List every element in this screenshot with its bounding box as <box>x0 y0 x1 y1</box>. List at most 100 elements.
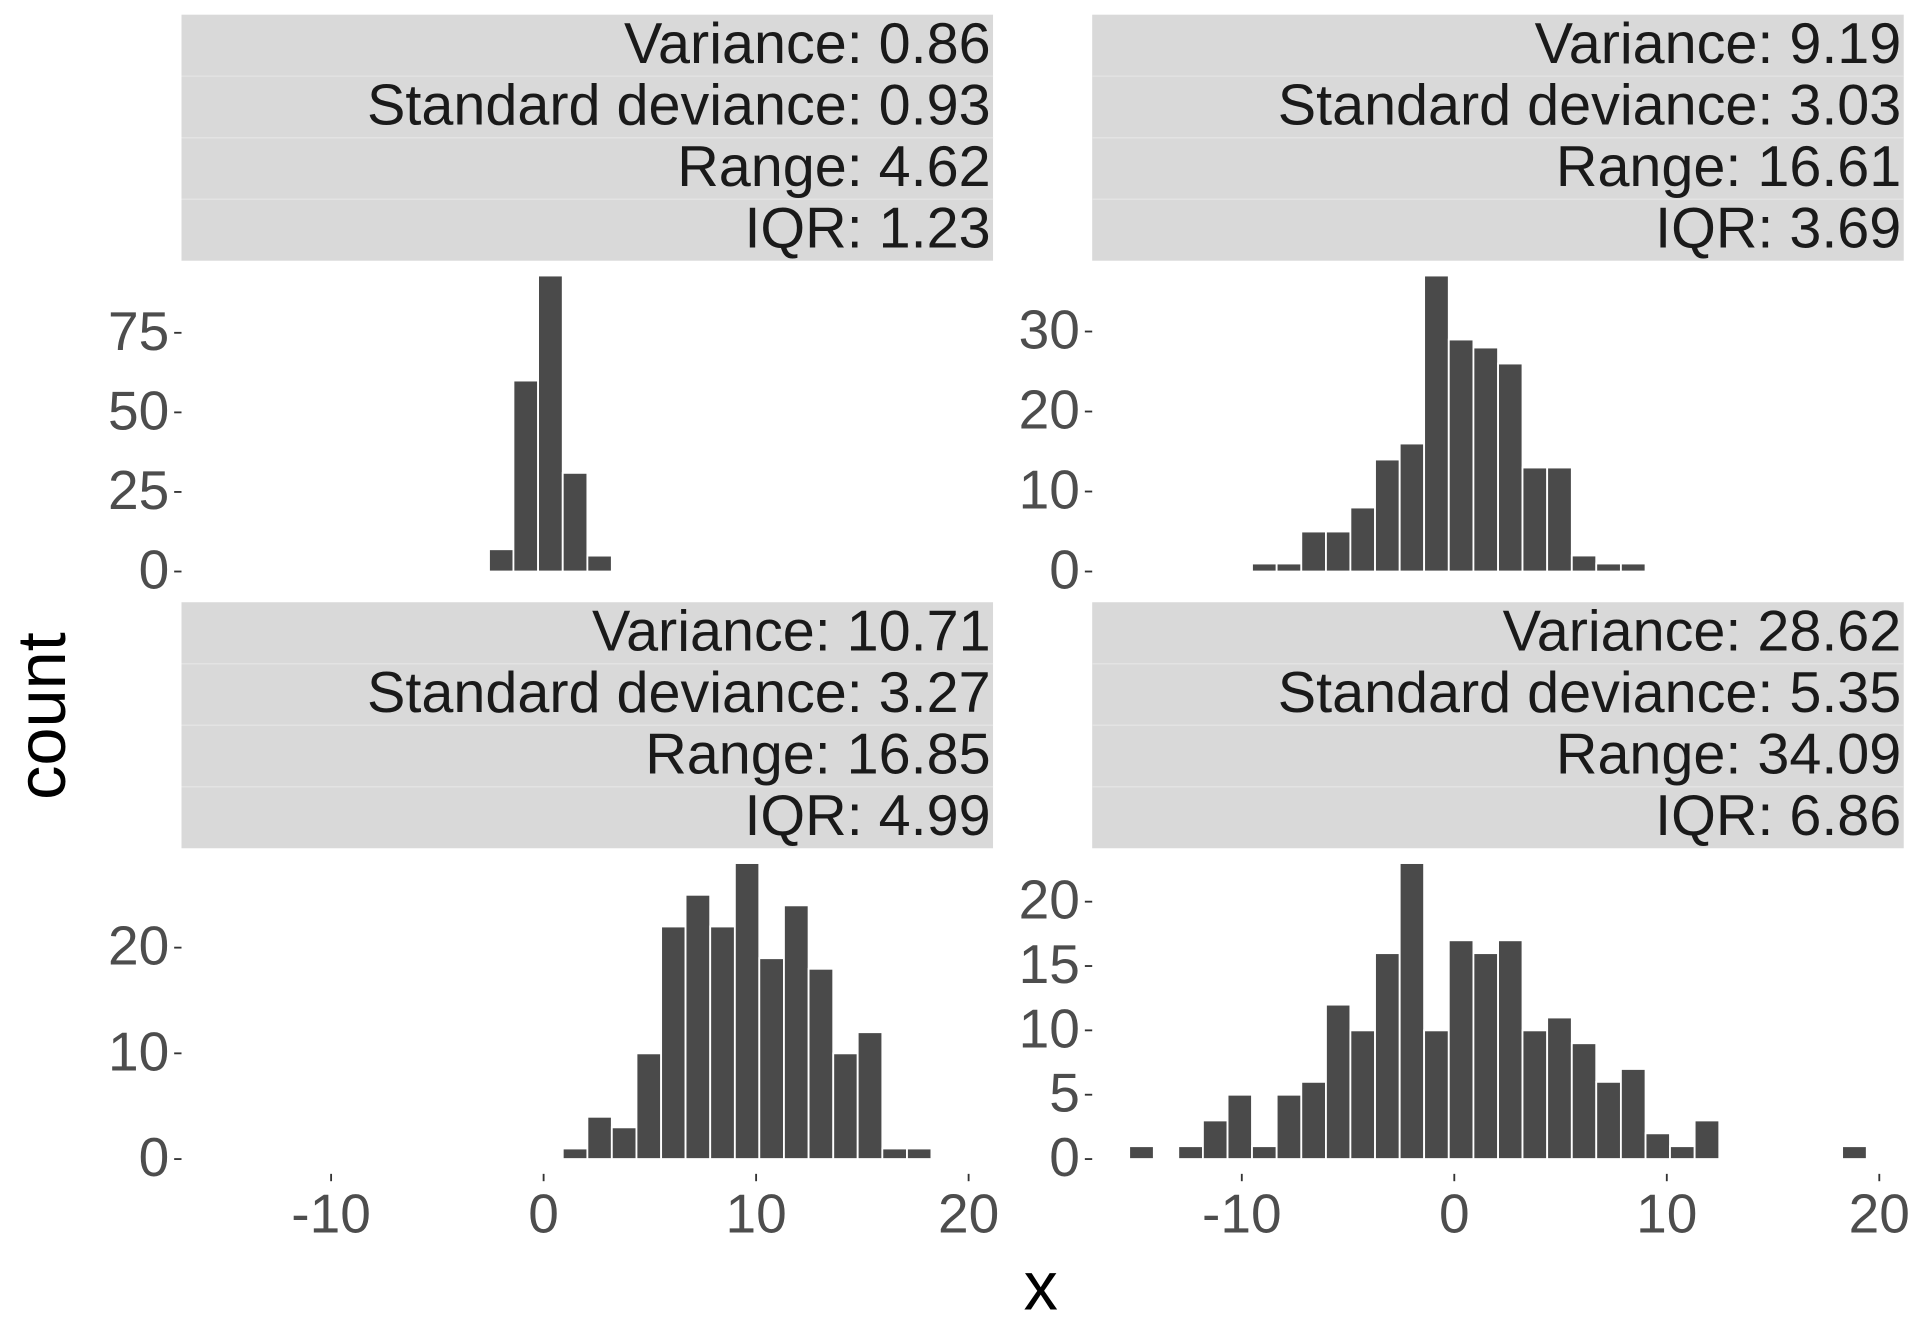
histogram-bar <box>537 274 564 573</box>
y-tick-label: 20 <box>108 915 169 977</box>
histogram-bar <box>1497 939 1524 1160</box>
x-tick-label: 0 <box>528 1182 559 1244</box>
y-tick-label: 0 <box>139 539 170 601</box>
histogram-bar <box>1275 562 1303 573</box>
histogram-bar <box>906 1147 933 1160</box>
strip-label: Range: 34.09 <box>1556 723 1901 787</box>
strip-label: IQR: 4.99 <box>744 784 990 848</box>
strip-label: Range: 16.61 <box>1556 135 1901 199</box>
histogram-bar <box>488 548 515 573</box>
histogram-bar <box>1300 1080 1327 1160</box>
x-tick-label: 20 <box>938 1182 999 1244</box>
strip-background <box>1092 602 1904 664</box>
strip-background <box>1092 199 1904 261</box>
strip-label: Variance: 0.86 <box>624 12 991 76</box>
histogram-bar <box>1841 1145 1868 1160</box>
x-axis-title: x <box>1024 1247 1058 1324</box>
strip-background <box>181 602 994 664</box>
y-tick-label: 20 <box>1019 869 1080 931</box>
strip-label: IQR: 6.86 <box>1655 784 1901 848</box>
histogram-bar <box>660 925 687 1160</box>
y-tick-label: 0 <box>1049 539 1080 601</box>
strip-background <box>181 663 994 726</box>
histogram-bar <box>1251 1145 1278 1160</box>
histogram-bar <box>1128 1145 1155 1160</box>
histogram-bar <box>586 1115 613 1160</box>
strip-label: IQR: 1.23 <box>744 197 990 261</box>
strip-label: Standard deviance: 3.03 <box>1278 74 1902 138</box>
histogram-bar <box>709 925 736 1160</box>
strip-label: IQR: 3.69 <box>1655 197 1901 261</box>
strip-label: Variance: 9.19 <box>1535 12 1902 76</box>
strip-label: Range: 16.85 <box>645 723 990 787</box>
histogram-bar <box>1423 274 1450 573</box>
y-tick-label: 50 <box>108 379 169 441</box>
histogram-bar <box>1570 554 1598 573</box>
histogram-bar <box>1349 1029 1376 1160</box>
y-tick-label: 25 <box>108 459 169 521</box>
histogram-bar <box>1644 1132 1671 1160</box>
histogram-bar <box>1374 458 1401 573</box>
y-tick-label: 75 <box>108 300 169 362</box>
histogram-bar <box>1497 362 1524 573</box>
strip-label: Standard deviance: 3.27 <box>367 661 991 725</box>
histogram-bar <box>1251 562 1278 573</box>
strip-background <box>181 137 994 200</box>
strip-label: Variance: 10.71 <box>592 600 991 664</box>
x-tick-label: -10 <box>291 1182 371 1244</box>
strip-background <box>1092 663 1904 726</box>
y-tick-label: 10 <box>1019 997 1080 1059</box>
histogram-bar <box>1693 1119 1721 1160</box>
histogram-bar <box>1521 466 1549 573</box>
strip-background <box>181 786 994 849</box>
histogram-bar <box>684 893 712 1160</box>
histogram-bar <box>1201 1119 1229 1160</box>
histogram-bar <box>635 1052 663 1160</box>
x-tick-label: 10 <box>725 1182 786 1244</box>
histogram-bar <box>586 554 613 573</box>
strip-background <box>1092 725 1904 787</box>
histogram-bar <box>1546 1016 1573 1160</box>
histogram-bar <box>1325 530 1352 573</box>
histogram-bar <box>1669 1145 1696 1160</box>
histogram-bar <box>1374 952 1401 1160</box>
histogram-bar <box>856 1031 884 1160</box>
histogram-bar <box>1349 506 1376 573</box>
histogram-bar <box>1423 1029 1450 1160</box>
histogram-bar <box>1595 562 1622 573</box>
strip-background <box>181 14 994 77</box>
strip-background <box>181 76 994 138</box>
strip-background <box>181 725 994 787</box>
y-tick-label: 20 <box>1019 379 1080 441</box>
histogram-bar <box>733 862 761 1160</box>
y-tick-label: 0 <box>139 1126 170 1188</box>
histogram-bar <box>1472 952 1499 1160</box>
histogram-bar <box>1521 1029 1549 1160</box>
strip-label: Range: 4.62 <box>677 135 990 199</box>
strip-label: Standard deviance: 5.35 <box>1278 661 1902 725</box>
x-tick-label: -10 <box>1202 1182 1282 1244</box>
histogram-bar <box>1595 1080 1622 1160</box>
y-tick-label: 10 <box>108 1020 169 1082</box>
y-tick-label: 5 <box>1049 1062 1080 1124</box>
histogram-bar <box>1447 939 1475 1160</box>
y-tick-label: 15 <box>1019 933 1080 995</box>
strip-background <box>1092 76 1904 138</box>
histogram-bar <box>610 1126 638 1160</box>
strip-label: Variance: 28.62 <box>1503 600 1902 664</box>
histogram-bar <box>1398 442 1426 573</box>
histogram-bar <box>1398 862 1426 1160</box>
histogram-bar <box>1447 338 1475 573</box>
histogram-bar <box>783 904 810 1160</box>
x-tick-label: 20 <box>1849 1182 1910 1244</box>
histogram-bar <box>881 1147 908 1160</box>
x-tick-label: 0 <box>1439 1182 1470 1244</box>
histogram-bar <box>1619 562 1647 573</box>
histogram-bar <box>832 1052 859 1160</box>
histogram-bar <box>561 471 589 573</box>
strip-label: Standard deviance: 0.93 <box>367 74 991 138</box>
y-tick-label: 0 <box>1049 1126 1080 1188</box>
histogram-bar <box>561 1147 589 1160</box>
